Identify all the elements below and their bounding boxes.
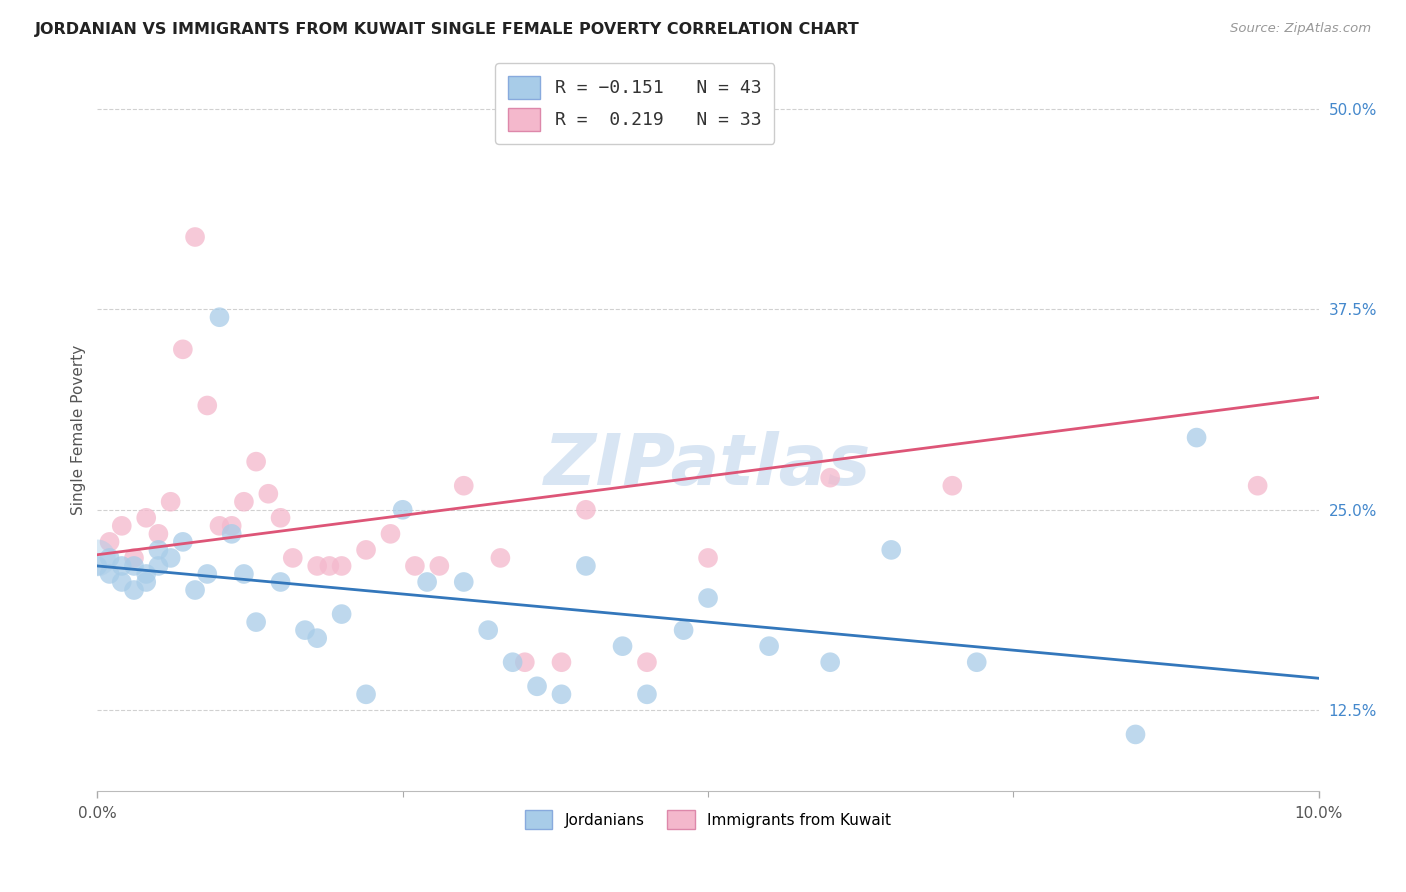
Point (195, 399, 218, 413)
Point (184, 582, 207, 597)
Point (232, 566, 254, 581)
Point (550, 655, 572, 669)
Point (697, 591, 720, 605)
Point (526, 679, 548, 693)
Point (513, 655, 536, 669)
Point (416, 574, 439, 589)
Point (111, 574, 134, 589)
Legend: Jordanians, Immigrants from Kuwait: Jordanians, Immigrants from Kuwait (519, 804, 897, 835)
Point (453, 479, 475, 493)
Point (354, 687, 377, 701)
Point (818, 471, 841, 485)
Point (122, 558, 145, 573)
Point (330, 607, 353, 621)
Point (307, 558, 329, 573)
Point (232, 495, 254, 509)
Point (502, 655, 524, 669)
Point (672, 623, 695, 637)
Point (208, 518, 231, 533)
Point (612, 639, 634, 653)
Y-axis label: Single Female Poverty: Single Female Poverty (72, 344, 86, 515)
Point (208, 310, 231, 325)
Point (148, 558, 170, 573)
Point (270, 510, 292, 524)
Point (86, 550, 108, 565)
Point (941, 479, 963, 493)
Point (1185, 431, 1208, 445)
Point (380, 526, 402, 541)
Point (122, 550, 145, 565)
Point (354, 542, 377, 557)
Point (98, 534, 121, 549)
Point (477, 623, 499, 637)
Point (172, 534, 194, 549)
Point (1246, 815, 1268, 830)
Point (453, 574, 475, 589)
Point (111, 518, 134, 533)
Point (86, 558, 108, 573)
Point (195, 566, 218, 581)
Point (550, 687, 572, 701)
Point (122, 582, 145, 597)
Text: Source: ZipAtlas.com: Source: ZipAtlas.com (1230, 22, 1371, 36)
Point (245, 615, 267, 629)
Point (575, 558, 598, 573)
Point (404, 558, 426, 573)
Point (148, 526, 170, 541)
Point (318, 558, 340, 573)
Point (245, 455, 267, 469)
Point (818, 655, 841, 669)
Point (135, 510, 157, 524)
Point (966, 655, 988, 669)
Point (148, 542, 170, 557)
Point (270, 574, 292, 589)
Point (257, 487, 280, 501)
Point (391, 503, 413, 517)
Point (159, 550, 181, 565)
Point (135, 566, 157, 581)
Point (636, 687, 658, 701)
Point (880, 542, 903, 557)
Point (489, 550, 512, 565)
Point (184, 230, 207, 244)
Text: ZIPatlas: ZIPatlas (544, 431, 872, 500)
Point (172, 343, 194, 357)
Point (427, 558, 450, 573)
Text: JORDANIAN VS IMMIGRANTS FROM KUWAIT SINGLE FEMALE POVERTY CORRELATION CHART: JORDANIAN VS IMMIGRANTS FROM KUWAIT SING… (35, 22, 860, 37)
Point (221, 526, 243, 541)
Point (281, 550, 304, 565)
Point (697, 550, 720, 565)
Point (135, 574, 157, 589)
Point (159, 495, 181, 509)
Point (111, 558, 134, 573)
Point (307, 631, 329, 645)
Point (758, 639, 780, 653)
Point (294, 623, 316, 637)
Point (636, 655, 658, 669)
Point (575, 503, 598, 517)
Point (330, 558, 353, 573)
Point (98, 566, 121, 581)
Point (1125, 727, 1147, 741)
Point (221, 518, 243, 533)
Point (1246, 479, 1268, 493)
Point (98, 550, 121, 565)
